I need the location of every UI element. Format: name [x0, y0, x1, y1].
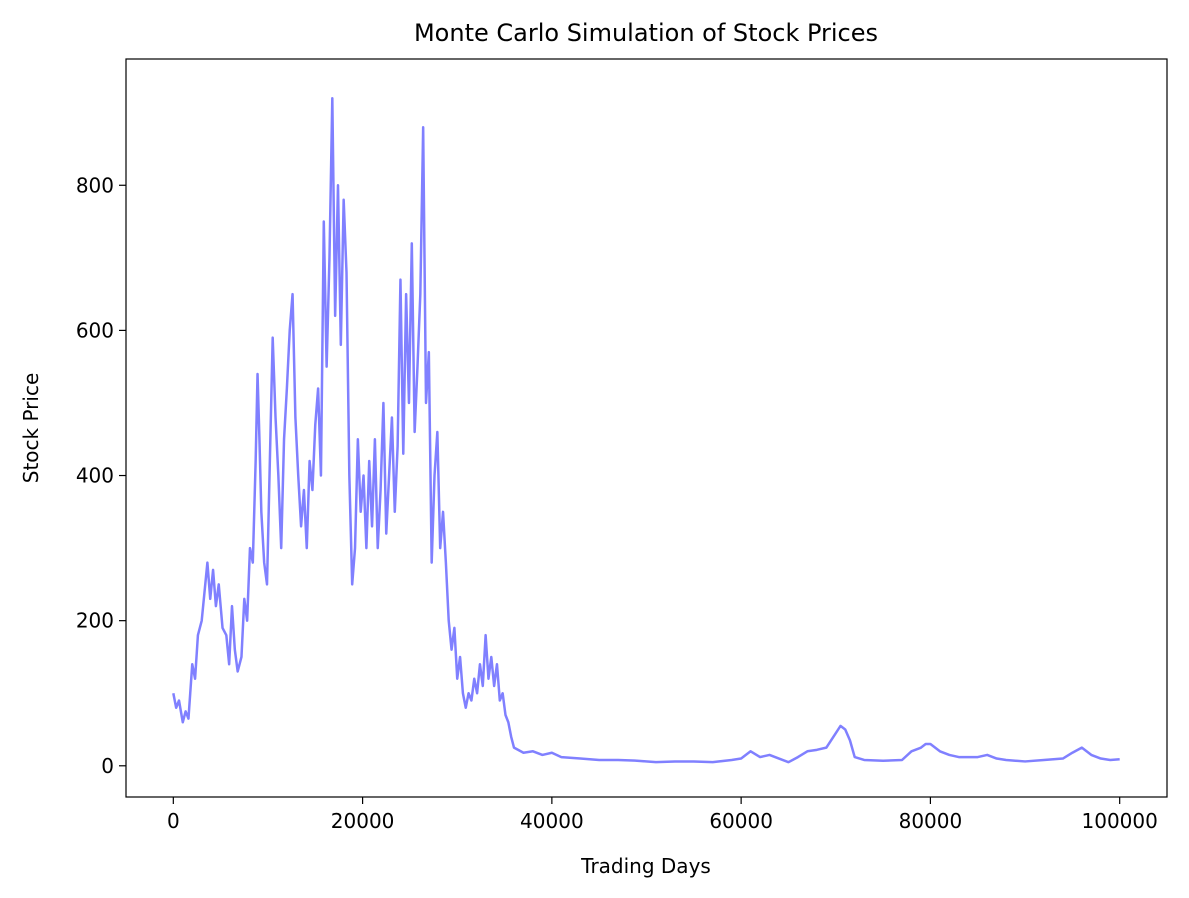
y-axis-label: Stock Price [19, 373, 43, 484]
price-line [172, 96, 1120, 764]
y-tick-label: 400 [76, 464, 114, 488]
x-axis-label: Trading Days [580, 854, 711, 878]
y-tick-label: 0 [101, 754, 114, 778]
x-tick-label: 80000 [899, 809, 963, 833]
y-tick-label: 600 [76, 318, 114, 342]
plot-frame [125, 58, 1168, 798]
y-tick-label: 800 [76, 173, 114, 197]
x-tick-label: 60000 [709, 809, 773, 833]
x-tick-label: 0 [167, 809, 180, 833]
x-tick-label: 20000 [331, 809, 395, 833]
x-tick-label: 40000 [520, 809, 584, 833]
chart-title: Monte Carlo Simulation of Stock Prices [414, 19, 878, 47]
y-tick-label: 200 [76, 609, 114, 633]
x-tick-label: 100000 [1082, 809, 1158, 833]
